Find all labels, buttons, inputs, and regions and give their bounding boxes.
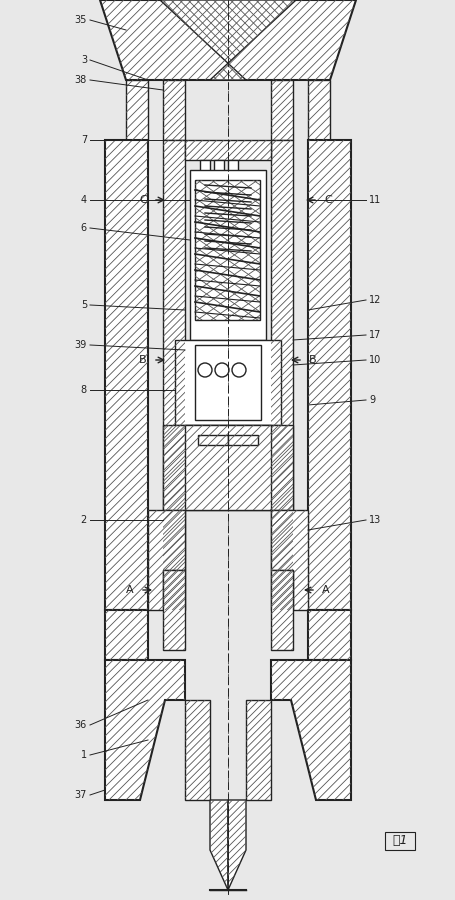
Polygon shape xyxy=(105,140,148,610)
Polygon shape xyxy=(228,800,245,890)
Text: 9: 9 xyxy=(368,395,374,405)
Polygon shape xyxy=(307,140,350,610)
Polygon shape xyxy=(213,160,223,175)
Polygon shape xyxy=(185,700,210,800)
Text: A: A xyxy=(321,585,329,595)
Polygon shape xyxy=(160,0,295,80)
Polygon shape xyxy=(162,570,185,650)
Polygon shape xyxy=(228,435,258,445)
Text: 38: 38 xyxy=(75,75,87,85)
Circle shape xyxy=(232,363,245,377)
Polygon shape xyxy=(162,425,293,510)
Text: 5: 5 xyxy=(81,300,87,310)
Circle shape xyxy=(214,363,228,377)
Text: 12: 12 xyxy=(368,295,380,305)
Text: 3: 3 xyxy=(81,55,87,65)
Text: 17: 17 xyxy=(368,330,380,340)
Circle shape xyxy=(197,363,212,377)
Text: 6: 6 xyxy=(81,223,87,233)
Polygon shape xyxy=(162,80,185,140)
Polygon shape xyxy=(162,140,185,610)
Polygon shape xyxy=(270,80,293,140)
Text: C: C xyxy=(324,195,331,205)
Polygon shape xyxy=(245,700,270,800)
Text: B: B xyxy=(139,355,147,365)
Text: 10: 10 xyxy=(368,355,380,365)
Polygon shape xyxy=(190,170,265,340)
Polygon shape xyxy=(270,140,293,610)
Polygon shape xyxy=(307,80,329,140)
Text: 8: 8 xyxy=(81,385,87,395)
Polygon shape xyxy=(200,160,210,175)
Polygon shape xyxy=(195,345,260,420)
Polygon shape xyxy=(126,80,148,140)
Bar xyxy=(384,832,414,850)
Polygon shape xyxy=(195,180,259,320)
Text: 7: 7 xyxy=(81,135,87,145)
Text: 2: 2 xyxy=(81,515,87,525)
Text: 1: 1 xyxy=(81,750,87,760)
Polygon shape xyxy=(270,660,350,800)
Text: 35: 35 xyxy=(75,15,87,25)
Text: 11: 11 xyxy=(368,195,380,205)
Text: A: A xyxy=(126,585,134,595)
Text: 4: 4 xyxy=(81,195,87,205)
Polygon shape xyxy=(307,610,350,660)
Polygon shape xyxy=(100,0,355,80)
Polygon shape xyxy=(185,425,270,510)
Polygon shape xyxy=(210,800,228,890)
Polygon shape xyxy=(270,510,307,610)
Text: C: C xyxy=(139,195,147,205)
Polygon shape xyxy=(228,160,238,175)
Polygon shape xyxy=(185,140,270,160)
Text: 图1: 图1 xyxy=(391,833,407,847)
Text: B: B xyxy=(308,355,316,365)
Text: 13: 13 xyxy=(368,515,380,525)
Polygon shape xyxy=(105,660,185,800)
Polygon shape xyxy=(105,610,148,660)
Polygon shape xyxy=(148,510,185,610)
Text: 36: 36 xyxy=(75,720,87,730)
Polygon shape xyxy=(175,340,280,425)
Text: 39: 39 xyxy=(75,340,87,350)
Polygon shape xyxy=(270,570,293,650)
Polygon shape xyxy=(197,435,228,445)
Text: 37: 37 xyxy=(75,790,87,800)
